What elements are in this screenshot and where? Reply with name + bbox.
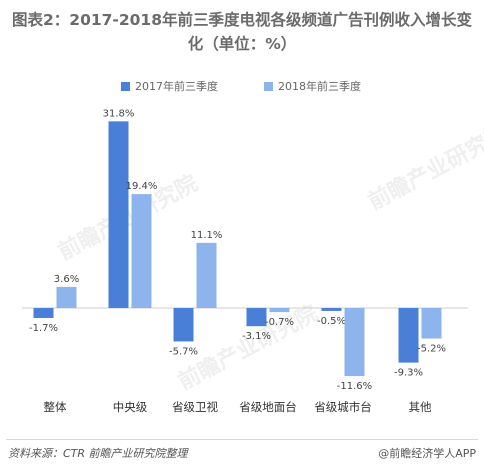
- legend-swatch-2018: [264, 81, 273, 91]
- bar-2018-2: [196, 242, 217, 308]
- x-tick-label-0: 整体: [44, 400, 67, 414]
- bar-2018-3: [269, 308, 290, 313]
- bar-2017-1: [108, 121, 129, 308]
- bar-2017-0: [33, 308, 54, 318]
- legend-swatch-2017: [121, 81, 130, 91]
- bar-2017-2: [173, 308, 194, 342]
- footer-source: 资料来源：CTR 前瞻产业研究院整理: [8, 447, 188, 460]
- data-label-2018-1: 19.4%: [126, 181, 158, 192]
- data-label-2018-5: -5.2%: [417, 344, 446, 355]
- x-tick-label-3: 省级地面台: [239, 400, 297, 414]
- data-label-2018-0: 3.6%: [54, 274, 79, 285]
- chart-title-line1: 图表2：2017-2018年前三季度电视各级频道广告刊例收入增长变: [12, 11, 472, 29]
- bar-chart: -1.7% 3.6% 整体 31.8% 19.4% 中央级 -5.7% 11.1% 省级卫视 -3…: [22, 108, 468, 414]
- bar-2018-4: [344, 308, 365, 377]
- footer-divider: [6, 439, 478, 440]
- legend: 2017年前三季度 2018年前三季度: [0, 78, 484, 94]
- bar-2017-5: [398, 308, 419, 363]
- legend-label-2017: 2017年前三季度: [135, 80, 218, 93]
- data-label-2017-4: -0.5%: [317, 316, 346, 327]
- bar-2018-1: [131, 194, 152, 308]
- data-label-2017-5: -9.3%: [394, 368, 423, 379]
- bar-2017-3: [246, 308, 267, 327]
- data-label-2018-4: -11.6%: [337, 381, 372, 392]
- data-label-2018-2: 11.1%: [191, 230, 223, 241]
- x-tick-label-2: 省级卫视: [172, 400, 218, 414]
- footer-brand: @前瞻经济学人APP: [378, 447, 476, 460]
- legend-item-2017: 2017年前三季度: [121, 78, 218, 94]
- data-label-2017-0: -1.7%: [29, 323, 58, 334]
- bar-2018-5: [421, 308, 442, 339]
- data-label-2017-2: -5.7%: [169, 346, 198, 357]
- bar-2018-0: [56, 286, 77, 308]
- chart-title: 图表2：2017-2018年前三季度电视各级频道广告刊例收入增长变 化（单位：%…: [0, 8, 484, 56]
- bar-2017-4: [321, 308, 342, 311]
- data-label-2017-1: 31.8%: [103, 108, 135, 119]
- x-tick-label-4: 省级城市台: [314, 400, 372, 414]
- data-label-2017-3: -3.1%: [242, 331, 271, 342]
- chart-title-line2: 化（单位：%）: [187, 35, 297, 53]
- legend-label-2018: 2018年前三季度: [278, 80, 361, 93]
- x-tick-label-5: 其他: [409, 400, 432, 414]
- data-label-2018-3: -0.7%: [265, 317, 294, 328]
- x-tick-label-1: 中央级: [113, 400, 148, 414]
- legend-item-2018: 2018年前三季度: [264, 78, 361, 94]
